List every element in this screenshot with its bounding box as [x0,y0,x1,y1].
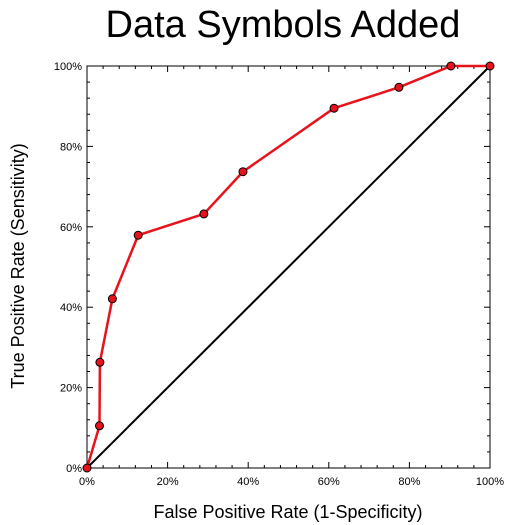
x-tick-labels: 0% 20% 40% 60% 80% 100% [79,476,504,488]
roc-point [94,421,104,431]
x-axis-label: False Positive Rate (1-Specificity) [153,502,422,522]
roc-point [394,82,404,92]
y-tick-label: 80% [60,141,82,153]
y-tick-label: 100% [54,61,82,73]
x-tick-label: 80% [398,476,420,488]
roc-point [446,61,456,71]
y-tick-labels: 0% 20% 40% 60% 80% 100% [54,61,82,475]
y-tick-label: 60% [60,222,82,234]
x-tick-label: 20% [157,476,179,488]
y-tick-label: 40% [60,302,82,314]
x-tick-label: 0% [79,476,95,488]
x-tick-label: 40% [237,476,259,488]
roc-point [485,61,495,71]
reference-diagonal-line [86,65,491,469]
roc-point [95,357,105,367]
x-tick-label: 100% [476,476,504,488]
roc-point [329,103,339,113]
y-tick-label: 20% [60,383,82,395]
plot-frame [86,65,491,469]
roc-points [82,61,495,473]
x-tick-label: 60% [318,476,340,488]
roc-point [107,294,117,304]
roc-point [82,463,92,473]
y-axis-label: True Positive Rate (Sensitivity) [8,143,28,388]
y-tick-label: 0% [66,463,82,475]
roc-point [133,230,143,240]
roc-point [199,209,209,219]
roc-point [238,167,248,177]
chart-title: Data Symbols Added [106,4,461,46]
